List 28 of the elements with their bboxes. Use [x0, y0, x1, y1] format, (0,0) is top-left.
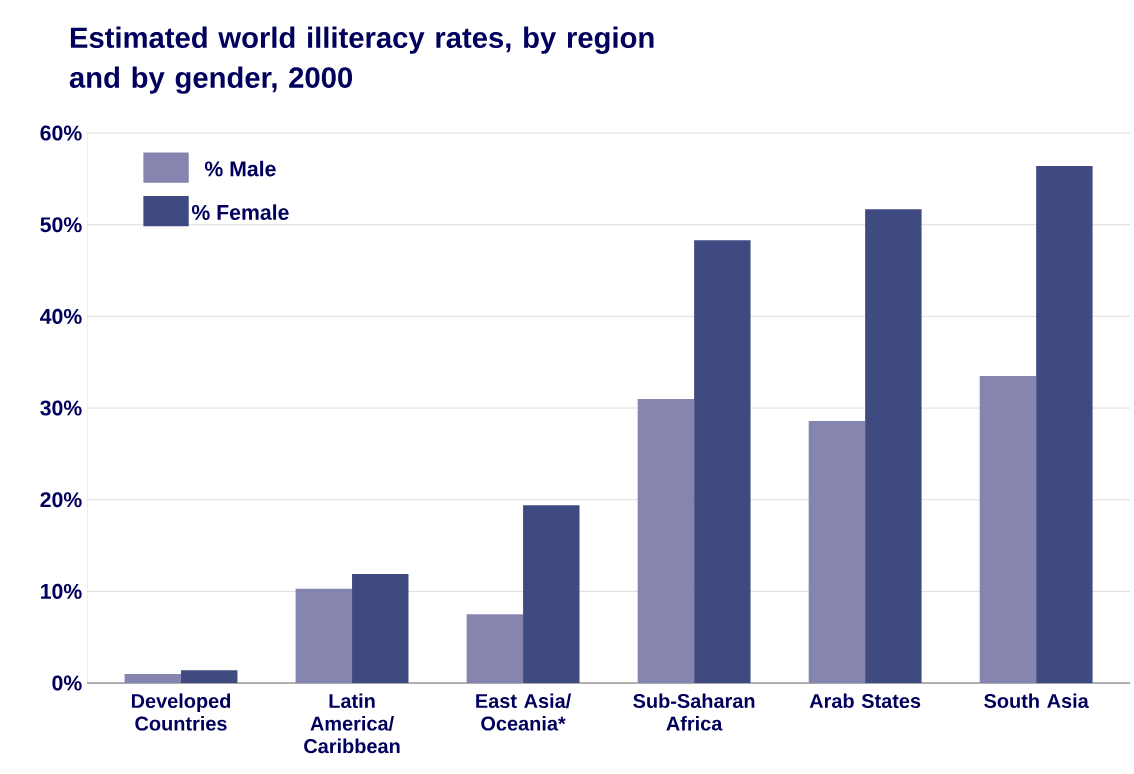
- y-tick-label: 10%: [41, 583, 82, 599]
- legend-label: % Male: [204, 160, 276, 177]
- x-tick-label: Latin America/ Caribbean: [304, 693, 400, 754]
- bar: [466, 614, 524, 683]
- bar: [865, 209, 922, 683]
- bar: [181, 670, 238, 683]
- bar: [352, 573, 409, 683]
- y-tick-label: 40%: [40, 308, 82, 324]
- y-tick-label: 30%: [40, 400, 82, 416]
- legend-label: % Female: [191, 204, 289, 220]
- y-tick-label: 0%: [52, 675, 82, 691]
- bar: [637, 398, 695, 683]
- bar: [1036, 166, 1093, 683]
- x-tick-label: South Asia: [984, 693, 1089, 708]
- y-tick-label: 50%: [40, 217, 82, 233]
- bar: [295, 588, 353, 683]
- bar: [808, 420, 866, 683]
- x-tick-label: Developed Countries: [131, 693, 231, 731]
- bar: [979, 375, 1037, 683]
- x-tick-label: Arab States: [809, 693, 921, 708]
- bar: [694, 240, 751, 683]
- x-tick-label: East Asia/ Oceania*: [476, 693, 572, 731]
- bar: [124, 673, 182, 683]
- bar: [523, 505, 580, 683]
- y-tick-label: 60%: [40, 125, 82, 141]
- y-tick-label: 20%: [40, 492, 82, 508]
- chart-title: Estimated world illiteracy rates, by region and by gender, 2000: [69, 26, 654, 94]
- x-tick-label: Sub-Saharan Africa: [633, 693, 755, 731]
